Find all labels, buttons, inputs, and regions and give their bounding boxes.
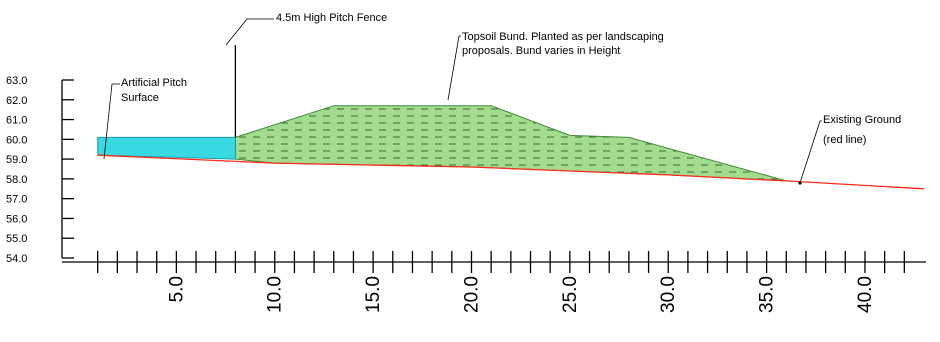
x-tick-label: 15.0	[363, 276, 384, 313]
topsoil-bund	[234, 105, 787, 182]
x-tick-label: 40.0	[855, 276, 876, 313]
y-tick-label: 58.0	[6, 174, 27, 186]
x-tick-label: 10.0	[265, 276, 286, 313]
fence-leader-line	[225, 18, 274, 46]
artificial-pitch-surface	[97, 136, 236, 160]
y-tick-label: 56.0	[6, 213, 27, 225]
x-tick-label: 5.0	[166, 276, 187, 302]
pitch-leader-line	[103, 83, 120, 160]
y-tick-label: 60.0	[6, 134, 27, 146]
y-tick-label: 62.0	[6, 95, 27, 107]
fence-annotation: 4.5m High Pitch Fence	[276, 12, 387, 24]
annotations: Artificial Pitch Surface 4.5m High Pitch…	[103, 12, 904, 185]
y-tick-label: 61.0	[6, 115, 27, 127]
x-tick-label: 20.0	[461, 276, 482, 313]
y-tick-label: 55.0	[6, 233, 27, 245]
y-tick-label: 59.0	[6, 154, 27, 166]
existing-ground-line	[97, 154, 925, 190]
y-axis: 54.0 55.0 56.0 57.0 58.0 59.0 60.0 61.0 62.0 63.0	[6, 75, 74, 265]
x-axis: 5.0 10.0 15.0 20.0 25.0 30.0 35.0 40.0	[62, 251, 926, 313]
x-tick-label: 25.0	[560, 276, 581, 313]
y-tick-label: 63.0	[6, 75, 27, 87]
pitch-annotation: Artificial Pitch Surface	[121, 77, 190, 104]
ground-leader-line	[799, 120, 822, 184]
ground-annotation: Existing Ground (red line)	[823, 114, 904, 146]
ground-leader-dot	[798, 181, 802, 185]
y-tick-label: 57.0	[6, 194, 27, 206]
bund-annotation: Topsoil Bund. Planted as per landscaping…	[462, 31, 667, 57]
x-tick-label: 35.0	[757, 276, 778, 313]
y-tick-label: 54.0	[6, 253, 27, 265]
x-tick-label: 30.0	[658, 276, 679, 313]
bund-leader-line	[447, 35, 461, 101]
